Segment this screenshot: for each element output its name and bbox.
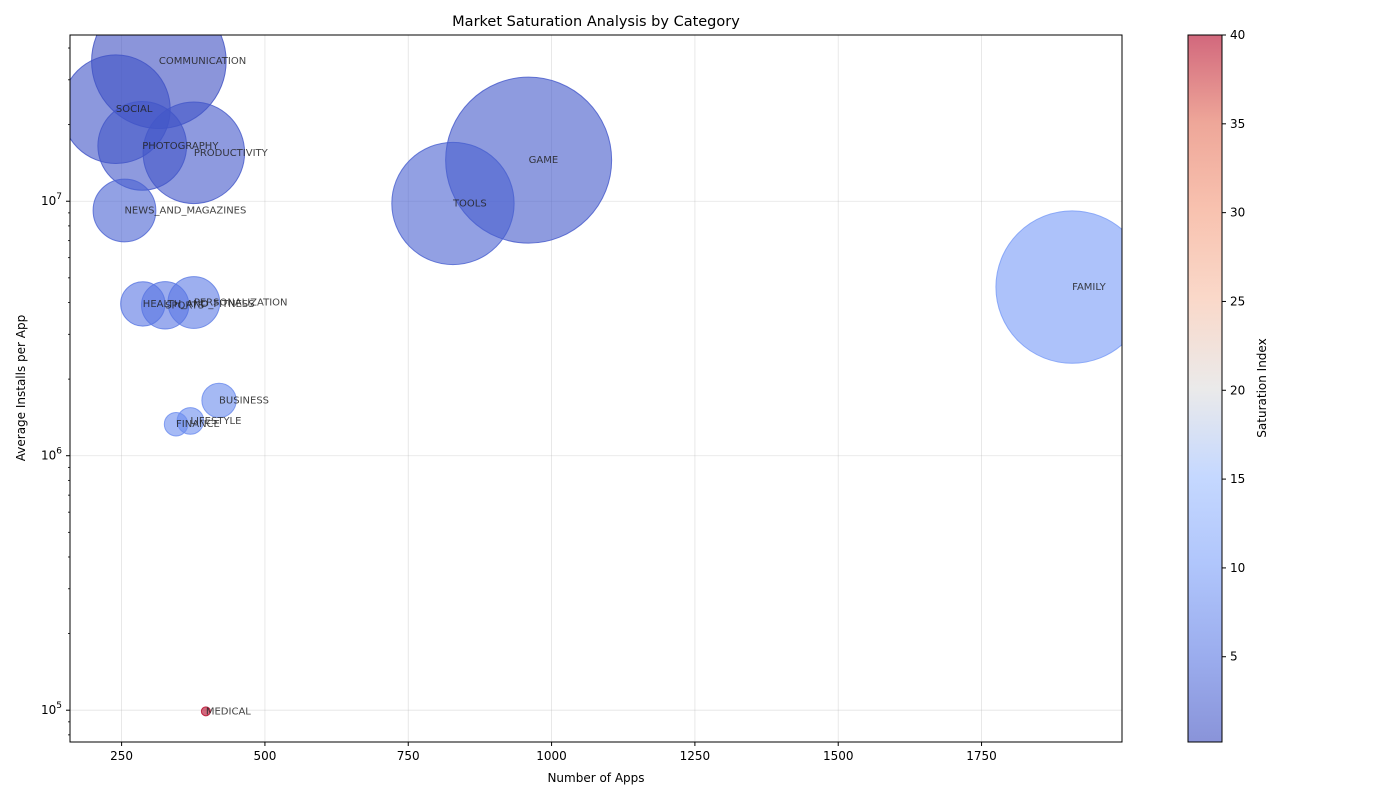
colorbar-tick-label: 35 — [1230, 117, 1245, 131]
colorbar-tick-label: 15 — [1230, 472, 1245, 486]
chart-title: Market Saturation Analysis by Category — [452, 14, 740, 30]
colorbar-tick-label: 40 — [1230, 28, 1245, 42]
y-tick-label: 107 — [41, 192, 62, 208]
bubble-medical — [200, 706, 211, 717]
bubble-label: GAME — [529, 155, 559, 166]
colorbar-tick-label: 5 — [1230, 650, 1238, 664]
bubble-label: COMMUNICATION — [159, 56, 246, 67]
bubble-finance — [163, 411, 189, 437]
bubble-label: FAMILY — [1072, 282, 1106, 293]
colorbar-ticks: 5 10 15 20 25 30 35 40 — [1222, 28, 1245, 664]
bubble-label: LIFESTYLE — [190, 416, 241, 427]
grid-lines — [70, 35, 1122, 742]
bubble-label: FINANCE — [176, 419, 220, 430]
colorbar-tick-label: 25 — [1230, 294, 1245, 308]
x-axis-ticks: 250 500 750 1000 1250 1500 1750 — [110, 742, 997, 763]
colorbar-tick-label: 30 — [1230, 206, 1245, 220]
bubble-label: SPORTS — [165, 300, 204, 311]
colorbar-label: Saturation Index — [1255, 338, 1269, 437]
x-axis-label: Number of Apps — [547, 771, 644, 785]
colorbar-gradient — [1188, 35, 1222, 742]
y-axis-ticks: 105 106 107 — [41, 47, 70, 736]
bubble-family — [995, 210, 1122, 364]
colorbar-tick-label: 10 — [1230, 561, 1245, 575]
x-tick-label: 1500 — [823, 749, 854, 763]
bubble-label: PHOTOGRAPHY — [142, 141, 219, 152]
bubble-label: BUSINESS — [219, 395, 269, 406]
bubble-labels: COMMUNICATION SOCIAL PHOTOGRAPHYPRODUCTIVI… — [116, 56, 1107, 717]
colorbar: 5 10 15 20 25 30 35 40 Saturation Index — [1187, 28, 1269, 743]
bubble-label: HEALTH_AND_FITNESS — [143, 299, 255, 310]
bubble-tools — [391, 141, 515, 266]
y-tick-label: 106 — [41, 447, 62, 463]
bubble-business — [201, 382, 237, 419]
x-tick-label: 1750 — [966, 749, 997, 763]
y-tick-label: 105 — [41, 701, 62, 717]
bubble-label: PERSONALIZATION — [194, 298, 288, 309]
bubble-news-and-magazines — [92, 178, 157, 243]
colorbar-frame — [1187, 34, 1223, 743]
bubble-health-and-fitness — [120, 281, 166, 327]
colorbar-tick-label: 20 — [1230, 383, 1245, 397]
plot-frame — [69, 34, 1123, 743]
bubble-label: NEWS_AND_MAGAZINES — [124, 205, 246, 216]
x-tick-label: 250 — [110, 749, 133, 763]
bubble-label: PRODUCTIVITY — [194, 148, 269, 159]
x-tick-label: 1000 — [536, 749, 567, 763]
bubble-label: TOOLS — [452, 198, 487, 209]
x-tick-label: 500 — [253, 749, 276, 763]
x-tick-label: 1250 — [680, 749, 711, 763]
y-axis-label: Average Installs per App — [14, 315, 28, 461]
x-tick-label: 750 — [397, 749, 420, 763]
bubble-label: SOCIAL — [116, 104, 153, 115]
bubbles — [70, 35, 1122, 717]
bubble-label: MEDICAL — [206, 706, 251, 717]
